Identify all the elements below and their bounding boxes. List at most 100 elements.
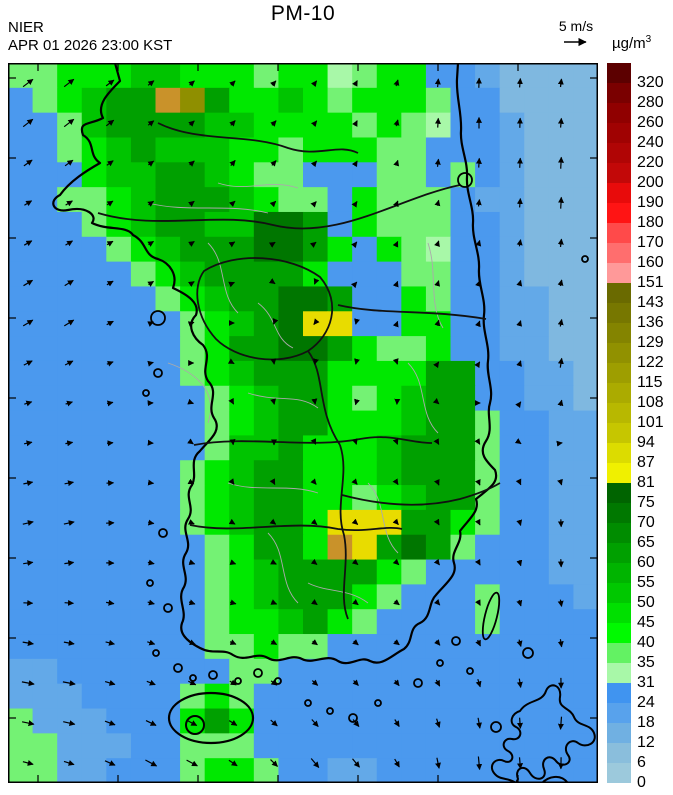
- wind-arrow: [187, 478, 195, 485]
- wind-arrow: [516, 559, 523, 567]
- wind-arrow: [229, 120, 236, 127]
- wind-arrow: [434, 240, 440, 247]
- wind-arrow: [474, 361, 481, 369]
- field-cell: [524, 162, 550, 188]
- wind-arrow: [514, 438, 522, 445]
- field-cell: [450, 683, 476, 710]
- field-cell: [8, 162, 34, 188]
- field-cell: [376, 286, 402, 312]
- wind-arrow: [313, 278, 320, 285]
- field-cell: [573, 534, 598, 561]
- wind-arrow: [433, 598, 441, 606]
- field-cell: [204, 559, 230, 585]
- field-cell: [376, 112, 402, 139]
- field-cell: [352, 733, 378, 759]
- field-cell: [106, 708, 132, 734]
- field-cell: [32, 410, 58, 437]
- field-cell: [32, 658, 58, 685]
- field-cell: [81, 286, 107, 312]
- wind-arrow: [228, 241, 236, 248]
- field-cell: [81, 236, 107, 263]
- field-cell: [32, 112, 58, 139]
- field-cell: [303, 286, 329, 312]
- legend-swatch: [607, 183, 631, 203]
- field-cell: [32, 286, 58, 312]
- wind-arrow: [350, 281, 358, 289]
- field-cell: [106, 336, 132, 362]
- field-cell: [303, 708, 329, 734]
- field-cell: [327, 112, 353, 139]
- field-cell: [499, 261, 525, 288]
- field-cell: [425, 708, 452, 734]
- legend-value: 12: [637, 734, 655, 751]
- field-cell: [106, 236, 132, 263]
- wind-arrow: [23, 240, 33, 247]
- field-cell: [376, 211, 402, 238]
- field-cell: [130, 112, 157, 139]
- field-cell: [327, 758, 353, 783]
- wind-arrow: [22, 520, 34, 526]
- field-cell: [204, 435, 230, 461]
- wind-vector-layer: [21, 77, 565, 771]
- legend-swatch: [607, 683, 631, 703]
- field-cell: [81, 435, 107, 461]
- field-cell: [81, 261, 107, 288]
- wind-arrow: [24, 400, 33, 407]
- field-cell: [155, 609, 181, 635]
- field-cell: [32, 683, 58, 710]
- field-cell: [155, 485, 181, 511]
- wind-arrow: [516, 279, 523, 287]
- field-cell: [204, 311, 230, 337]
- field-cell: [253, 311, 280, 337]
- wind-arrow: [270, 679, 278, 686]
- field-cell: [130, 137, 157, 163]
- field-cell: [204, 708, 230, 734]
- field-cell: [401, 311, 427, 337]
- field-cell: [303, 87, 329, 114]
- wind-arrow: [392, 518, 399, 526]
- field-cell: [524, 286, 550, 312]
- wind-arrow: [557, 357, 564, 368]
- field-cell: [524, 236, 550, 263]
- field-cell: [253, 584, 280, 610]
- field-cell: [106, 187, 132, 213]
- wind-arrow: [475, 599, 481, 606]
- wind-arrow: [516, 519, 523, 526]
- field-cell: [130, 733, 157, 759]
- field-cell: [524, 485, 550, 511]
- wind-arrow: [188, 519, 195, 525]
- wind-arrow: [516, 599, 523, 607]
- field-cell: [401, 683, 427, 710]
- wind-arrow: [64, 480, 74, 487]
- field-cell: [401, 559, 427, 585]
- wind-arrow: [393, 639, 400, 646]
- legend-swatch: [607, 643, 631, 663]
- field-cell: [524, 360, 550, 387]
- legend-swatch: [607, 383, 631, 403]
- wind-arrow: [474, 558, 481, 566]
- wind-arrow: [311, 679, 319, 686]
- wind-arrow: [188, 80, 195, 87]
- wind-arrow: [147, 519, 155, 526]
- field-cell: [524, 385, 550, 412]
- wind-arrow: [63, 118, 75, 128]
- field-cell: [253, 609, 280, 635]
- wind-arrow: [270, 80, 277, 87]
- wind-arrow: [313, 358, 319, 365]
- wind-reference-arrow-icon: [564, 37, 587, 47]
- wind-arrow: [105, 79, 115, 87]
- field-cell: [106, 112, 132, 139]
- wind-arrow: [270, 120, 277, 127]
- wind-reference-label: 5 m/s: [558, 18, 594, 34]
- legend-swatch: [607, 703, 631, 723]
- wind-arrow: [434, 679, 441, 687]
- wind-arrow: [557, 318, 564, 327]
- field-cell: [524, 112, 550, 139]
- field-cell: [253, 460, 280, 486]
- field-cell: [130, 435, 157, 461]
- field-cell: [450, 634, 476, 660]
- legend-swatch: [607, 143, 631, 163]
- field-cell: [548, 534, 575, 561]
- wind-arrow: [393, 599, 400, 606]
- wind-arrow: [146, 679, 156, 686]
